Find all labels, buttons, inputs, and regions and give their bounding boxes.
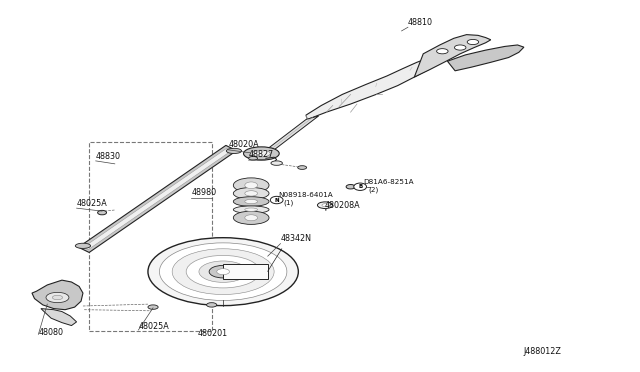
Ellipse shape [322, 204, 328, 207]
Ellipse shape [467, 39, 479, 45]
Ellipse shape [298, 166, 307, 169]
Polygon shape [261, 116, 319, 154]
Ellipse shape [186, 256, 260, 288]
Text: 480201: 480201 [198, 329, 228, 338]
Ellipse shape [234, 187, 269, 199]
Text: (1): (1) [284, 200, 294, 206]
Ellipse shape [52, 295, 63, 300]
Ellipse shape [207, 303, 217, 307]
Text: 48980: 48980 [191, 188, 216, 197]
Ellipse shape [148, 305, 158, 310]
Ellipse shape [245, 215, 257, 221]
Ellipse shape [271, 161, 282, 165]
Ellipse shape [234, 206, 269, 213]
Text: 48810: 48810 [408, 18, 433, 27]
Circle shape [354, 183, 367, 190]
Text: N08918-6401A: N08918-6401A [278, 192, 333, 198]
Polygon shape [447, 45, 524, 71]
Ellipse shape [346, 185, 355, 189]
Ellipse shape [436, 49, 448, 54]
Text: 480208A: 480208A [325, 201, 361, 210]
Text: 48025A: 48025A [77, 199, 108, 208]
Text: 48827: 48827 [248, 150, 274, 160]
Ellipse shape [159, 243, 287, 301]
Ellipse shape [172, 249, 274, 295]
Text: 48342N: 48342N [280, 234, 312, 243]
Text: (2): (2) [369, 186, 379, 193]
Ellipse shape [234, 178, 269, 193]
Ellipse shape [234, 197, 269, 206]
Bar [83, 148, 232, 250]
Ellipse shape [317, 202, 333, 209]
Ellipse shape [98, 211, 106, 215]
Bar [90, 142, 212, 331]
Circle shape [270, 196, 283, 204]
Ellipse shape [245, 208, 257, 211]
Text: 48020A: 48020A [228, 140, 259, 149]
Ellipse shape [217, 269, 230, 275]
Ellipse shape [245, 199, 257, 203]
Text: 48080: 48080 [38, 328, 63, 337]
Bar [79, 145, 237, 253]
Ellipse shape [227, 148, 242, 154]
Ellipse shape [244, 147, 279, 160]
Polygon shape [41, 309, 77, 326]
Ellipse shape [148, 238, 298, 306]
Ellipse shape [245, 191, 257, 196]
Text: D81A6-8251A: D81A6-8251A [364, 179, 414, 185]
Ellipse shape [245, 182, 257, 189]
Polygon shape [306, 51, 447, 119]
Ellipse shape [234, 211, 269, 224]
Ellipse shape [252, 150, 270, 157]
Polygon shape [414, 35, 491, 77]
Ellipse shape [199, 261, 247, 282]
Text: B: B [358, 184, 362, 189]
Ellipse shape [76, 243, 91, 248]
Text: 48025A: 48025A [138, 322, 169, 331]
Polygon shape [32, 280, 83, 310]
Text: J488012Z: J488012Z [524, 347, 562, 356]
Ellipse shape [454, 45, 466, 50]
Text: 48830: 48830 [96, 152, 121, 161]
Text: N: N [275, 198, 279, 202]
Bar [223, 263, 268, 279]
Ellipse shape [248, 157, 257, 160]
Ellipse shape [209, 265, 237, 278]
Ellipse shape [46, 292, 69, 303]
